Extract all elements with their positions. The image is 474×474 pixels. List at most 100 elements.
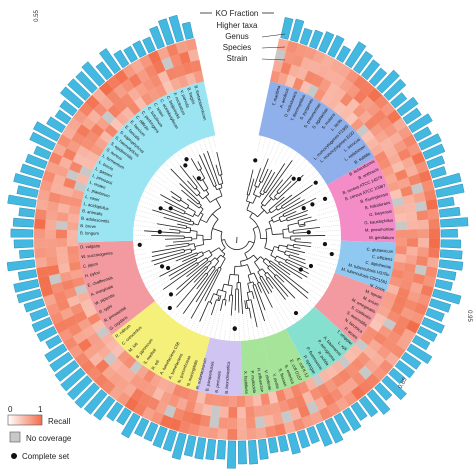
complete-set-dot [183,163,188,168]
ko-fraction-bar [168,14,184,43]
leaf-leader-line [224,330,226,341]
tree-branch [248,178,255,196]
higher-taxa-ring-cell [207,426,219,440]
tree-branch [175,252,197,262]
tree-arc [247,290,253,293]
ko-fraction-bar [149,25,165,50]
leaf-leader-line [268,300,284,331]
tree-branch [276,174,293,192]
leaf-leader-line [316,229,341,232]
higher-taxa-ring-cell [236,428,248,441]
tree-branch [215,164,220,176]
tree-branch [230,285,233,296]
tree-branch [253,272,259,284]
ko-fraction-bar [429,166,447,179]
species-ring-cell [405,246,418,257]
tree-branch [209,293,215,303]
tree-branch [164,200,186,212]
ko-fraction-bar [422,143,446,160]
leaf-leader-line [319,205,337,211]
ko-fraction-bar [33,145,52,160]
tree-branch [244,253,248,260]
tree-branch [184,248,191,251]
ko-fraction-bar-ring [6,14,469,469]
legend-recall: Recall [48,417,70,426]
strain-ring-cell [67,253,80,264]
genus-ring-cell [45,246,58,258]
ko-fraction-bar [440,239,462,249]
ko-fraction-bar [353,50,373,75]
tree-branch [179,165,198,188]
genus-ring-cell [218,417,229,429]
genus-ring-cell [417,228,430,239]
tree-branch [195,188,201,194]
tree-branch [198,194,203,200]
leaf-leader-line [316,263,336,271]
ko-fraction-bar [440,217,469,228]
ko-fraction-bar [436,269,457,281]
tree-branch [240,261,242,267]
tree-branch [199,154,215,187]
tree-branch [152,209,191,223]
ko-fraction-bar [83,389,108,415]
tree-branch [196,254,204,260]
clade-band-segment [314,272,387,344]
ko-fraction-bar [376,69,400,94]
ko-fraction-bar [6,259,36,272]
tree-branch [267,277,286,300]
species-ring-cell [56,220,68,230]
ko-fraction-bar [309,29,324,50]
genus-ring-cell [417,219,429,230]
tree-branch [287,244,294,247]
higher-taxa-ring-cell [246,427,257,440]
strain-ring-cell [67,213,80,223]
genus-ring-cell [227,417,238,430]
taxon-label: B. pertussis [214,371,222,393]
taxon-label: L. plantarum [87,187,111,199]
complete-set-dot [137,242,142,247]
genus-ring-cell [416,246,429,258]
ko-fraction-bar [381,375,407,401]
strain-ring-cell [66,229,79,239]
tree-branch [218,188,223,197]
legend-no-coverage: No coverage [26,434,72,443]
tree-branch [281,184,313,207]
tree-branch [277,207,283,211]
complete-set-dot [313,180,318,185]
leaf-leader-line [181,307,193,326]
ko-fraction-bar [342,407,362,432]
taxon-label: B. animalis [82,208,103,216]
strain-ring-cell [67,245,79,255]
tree-branch [160,194,187,210]
leaf-leader-line [133,239,151,241]
ko-fraction-bar [324,417,344,444]
tree-branch [197,161,202,169]
complete-set-dot [322,196,328,202]
taxon-label: C. efficiens [372,254,393,262]
ko-fraction-bar [267,437,279,454]
leaf-leader-line [149,279,170,294]
ko-fraction-bar [413,126,432,142]
tree-branch [190,270,219,319]
tree-arc [253,194,260,198]
tree-branch [273,192,279,198]
tree-branch [239,282,244,314]
tree-branch [265,258,271,262]
leaf-leader-line [273,295,293,326]
species-ring-cell [210,405,221,418]
complete-set-dot [159,264,165,269]
ko-fraction-bar [437,196,455,208]
tree-branch [210,302,213,305]
higher-taxa-ring-cell [34,218,46,230]
tree-branch [274,259,280,263]
leaf-leader-line [266,142,281,172]
tree-branch [220,299,224,311]
higher-taxa-ring-cell [427,208,440,220]
taxon-label: G. kaustophilus [364,217,393,225]
tree-branch [259,277,270,295]
ko-fraction-bar [158,18,175,46]
tree-branch [200,212,204,215]
ko-fraction-bar [374,382,393,401]
tree-branch [176,260,210,290]
leaf-leader-line [141,195,161,205]
